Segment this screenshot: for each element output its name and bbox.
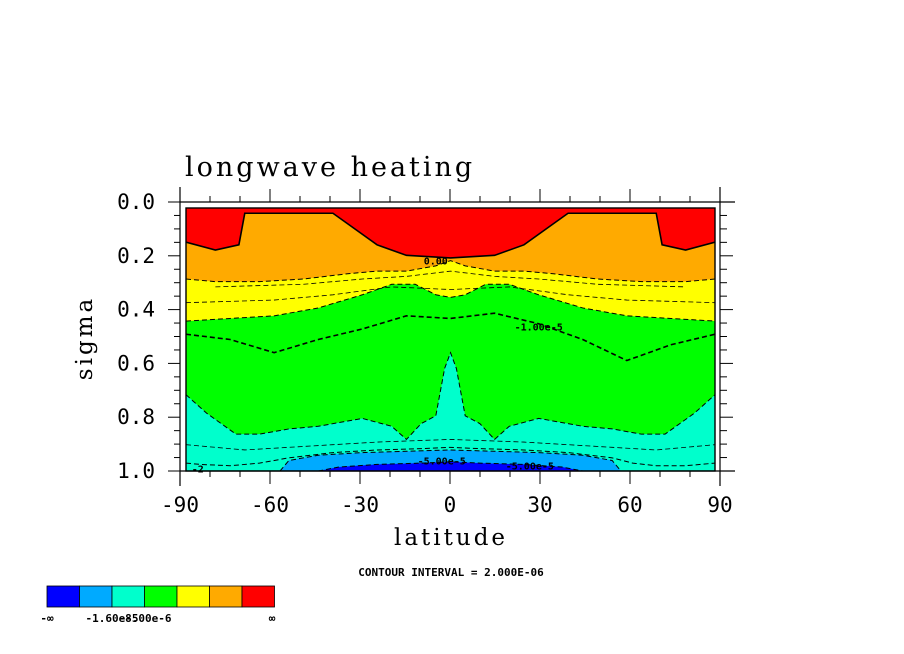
x-tick-label: 90	[707, 493, 732, 517]
y-axis-label: sigma	[72, 296, 98, 380]
contour-line-extra	[186, 286, 715, 304]
contour-label: 0.00	[424, 257, 448, 268]
contour-label: -1.00e-5	[515, 322, 563, 333]
colorbar-label: ∞	[269, 612, 276, 625]
x-tick-label: 30	[527, 493, 552, 517]
contour-label: -5.00e-5	[418, 456, 466, 467]
colorbar-swatch	[144, 585, 178, 608]
contour-line-yellow	[186, 283, 715, 322]
contour-line-extra	[186, 439, 715, 451]
plot-axes	[168, 187, 735, 486]
contour-label: -2	[192, 464, 204, 475]
contour-interval-label: CONTOUR INTERVAL = 2.000E-06	[358, 566, 544, 579]
colorbar-swatch	[176, 585, 210, 608]
colorbar-label: -1.60e-5	[86, 612, 139, 625]
colorbar-label: -∞	[40, 612, 54, 625]
y-tick-label: 1.0	[117, 459, 155, 483]
fill-cyan	[186, 352, 715, 471]
contour-labels: 0.00 -1.00e-5 -5.00e-5 -5.00e-5 -2	[192, 257, 563, 476]
contour-line-lightblue	[279, 449, 622, 471]
colorbar-swatch	[241, 585, 275, 608]
contour-line-extra	[215, 270, 686, 288]
x-axis-label: latitude	[394, 525, 508, 551]
x-tick-labels: -90 -60 -30 0 30 60 90	[161, 493, 733, 517]
contour-line-blue	[318, 461, 583, 471]
colorbar-swatch	[79, 585, 113, 608]
y-tick-label: 0.8	[117, 405, 155, 429]
contour-line-cyan	[186, 446, 715, 467]
y-tick-label: 0.0	[117, 190, 155, 214]
colorbar-swatch	[209, 585, 243, 608]
fill-blue	[318, 461, 583, 471]
contour-label: -5.00e-5	[506, 462, 554, 473]
chart-title: longwave heating	[185, 152, 475, 183]
y-tick-label: 0.6	[117, 351, 155, 375]
contour-line-red	[186, 212, 715, 259]
contour-line-extra	[186, 312, 715, 362]
y-tick-labels: 0.0 0.2 0.4 0.6 0.8 1.0	[117, 190, 155, 483]
contour-lines	[186, 212, 715, 471]
x-tick-label: -90	[161, 493, 199, 517]
x-tick-label: 60	[617, 493, 642, 517]
contour-fills	[186, 208, 715, 471]
y-tick-label: 0.4	[117, 298, 155, 322]
colorbar-swatch	[111, 585, 145, 608]
contour-line-orange	[186, 260, 715, 283]
colorbar-swatch	[46, 585, 80, 608]
contour-line-green	[186, 351, 715, 441]
y-tick-label: 0.2	[117, 244, 155, 268]
x-tick-label: -60	[251, 493, 289, 517]
x-tick-label: 0	[444, 493, 457, 517]
colorbar-label: -8.00e-6	[119, 612, 172, 625]
x-tick-label: -30	[341, 493, 379, 517]
colorbar: -∞ -1.60e-5-8.00e-6 ∞	[40, 585, 276, 625]
